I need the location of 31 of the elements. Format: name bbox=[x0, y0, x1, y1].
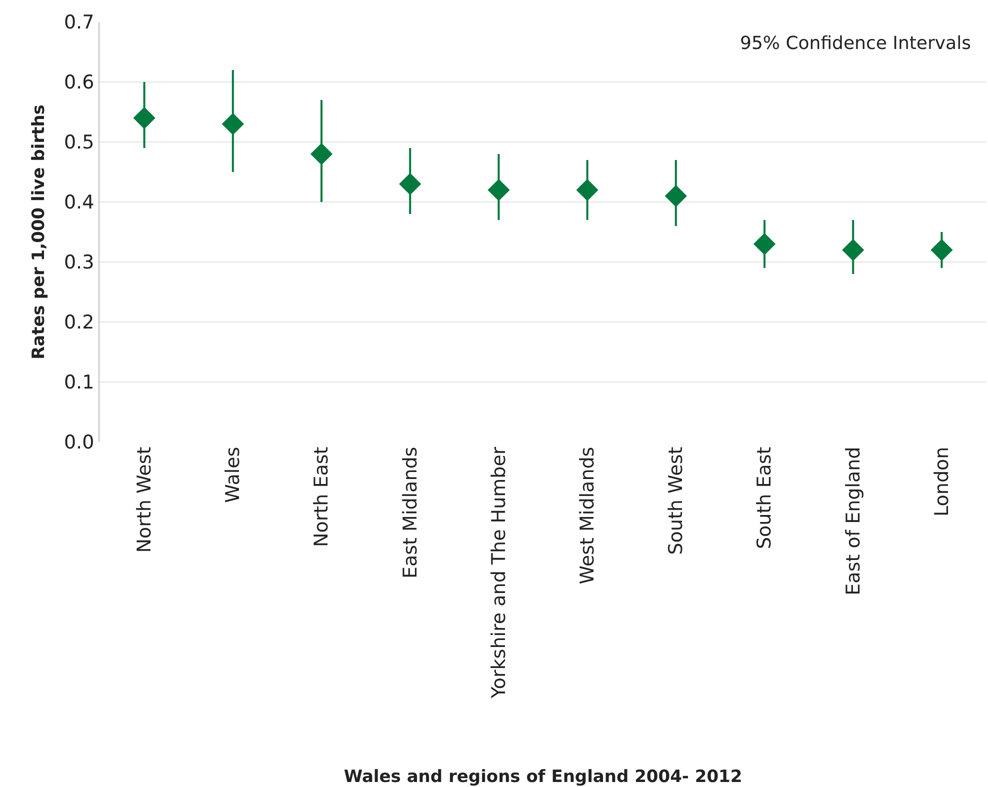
x-tick-label: North West bbox=[133, 446, 156, 553]
x-tick-label: East of England bbox=[842, 446, 864, 596]
y-tick-label: 0.7 bbox=[64, 12, 94, 34]
x-tick-label: London bbox=[930, 446, 953, 516]
y-tick-label: 0.1 bbox=[64, 372, 94, 394]
x-tick-label: South West bbox=[665, 446, 688, 555]
x-tick-label: South East bbox=[754, 446, 776, 550]
point bbox=[399, 172, 422, 196]
point bbox=[842, 238, 864, 262]
point bbox=[753, 232, 776, 256]
x-tick-label: West Midlands bbox=[576, 446, 598, 584]
point bbox=[310, 142, 333, 166]
point bbox=[930, 238, 953, 262]
y-tick-label: 0.4 bbox=[64, 192, 94, 214]
y-tick-label: 0.5 bbox=[64, 132, 94, 154]
x-tick-label: North East bbox=[310, 446, 333, 547]
x-tick-label: East Midlands bbox=[399, 446, 422, 579]
y-tick-label: 0.6 bbox=[64, 72, 94, 94]
y-tick-label: 0.2 bbox=[64, 312, 94, 334]
y-axis-title: Rates per 1,000 live births bbox=[29, 104, 50, 360]
x-tick-label: Wales bbox=[222, 446, 244, 503]
point bbox=[222, 112, 244, 136]
annotation: 95% Confidence Intervals bbox=[740, 33, 971, 54]
point bbox=[133, 106, 156, 130]
y-tick-label: 0.3 bbox=[64, 252, 94, 274]
point bbox=[488, 178, 510, 202]
point bbox=[576, 178, 598, 202]
y-tick-label: 0.0 bbox=[64, 432, 94, 454]
x-tick-label: Yorkshire and The Humber bbox=[488, 446, 510, 700]
point bbox=[664, 184, 687, 208]
x-axis-title: Wales and regions of England 2004- 2012 bbox=[344, 767, 742, 787]
